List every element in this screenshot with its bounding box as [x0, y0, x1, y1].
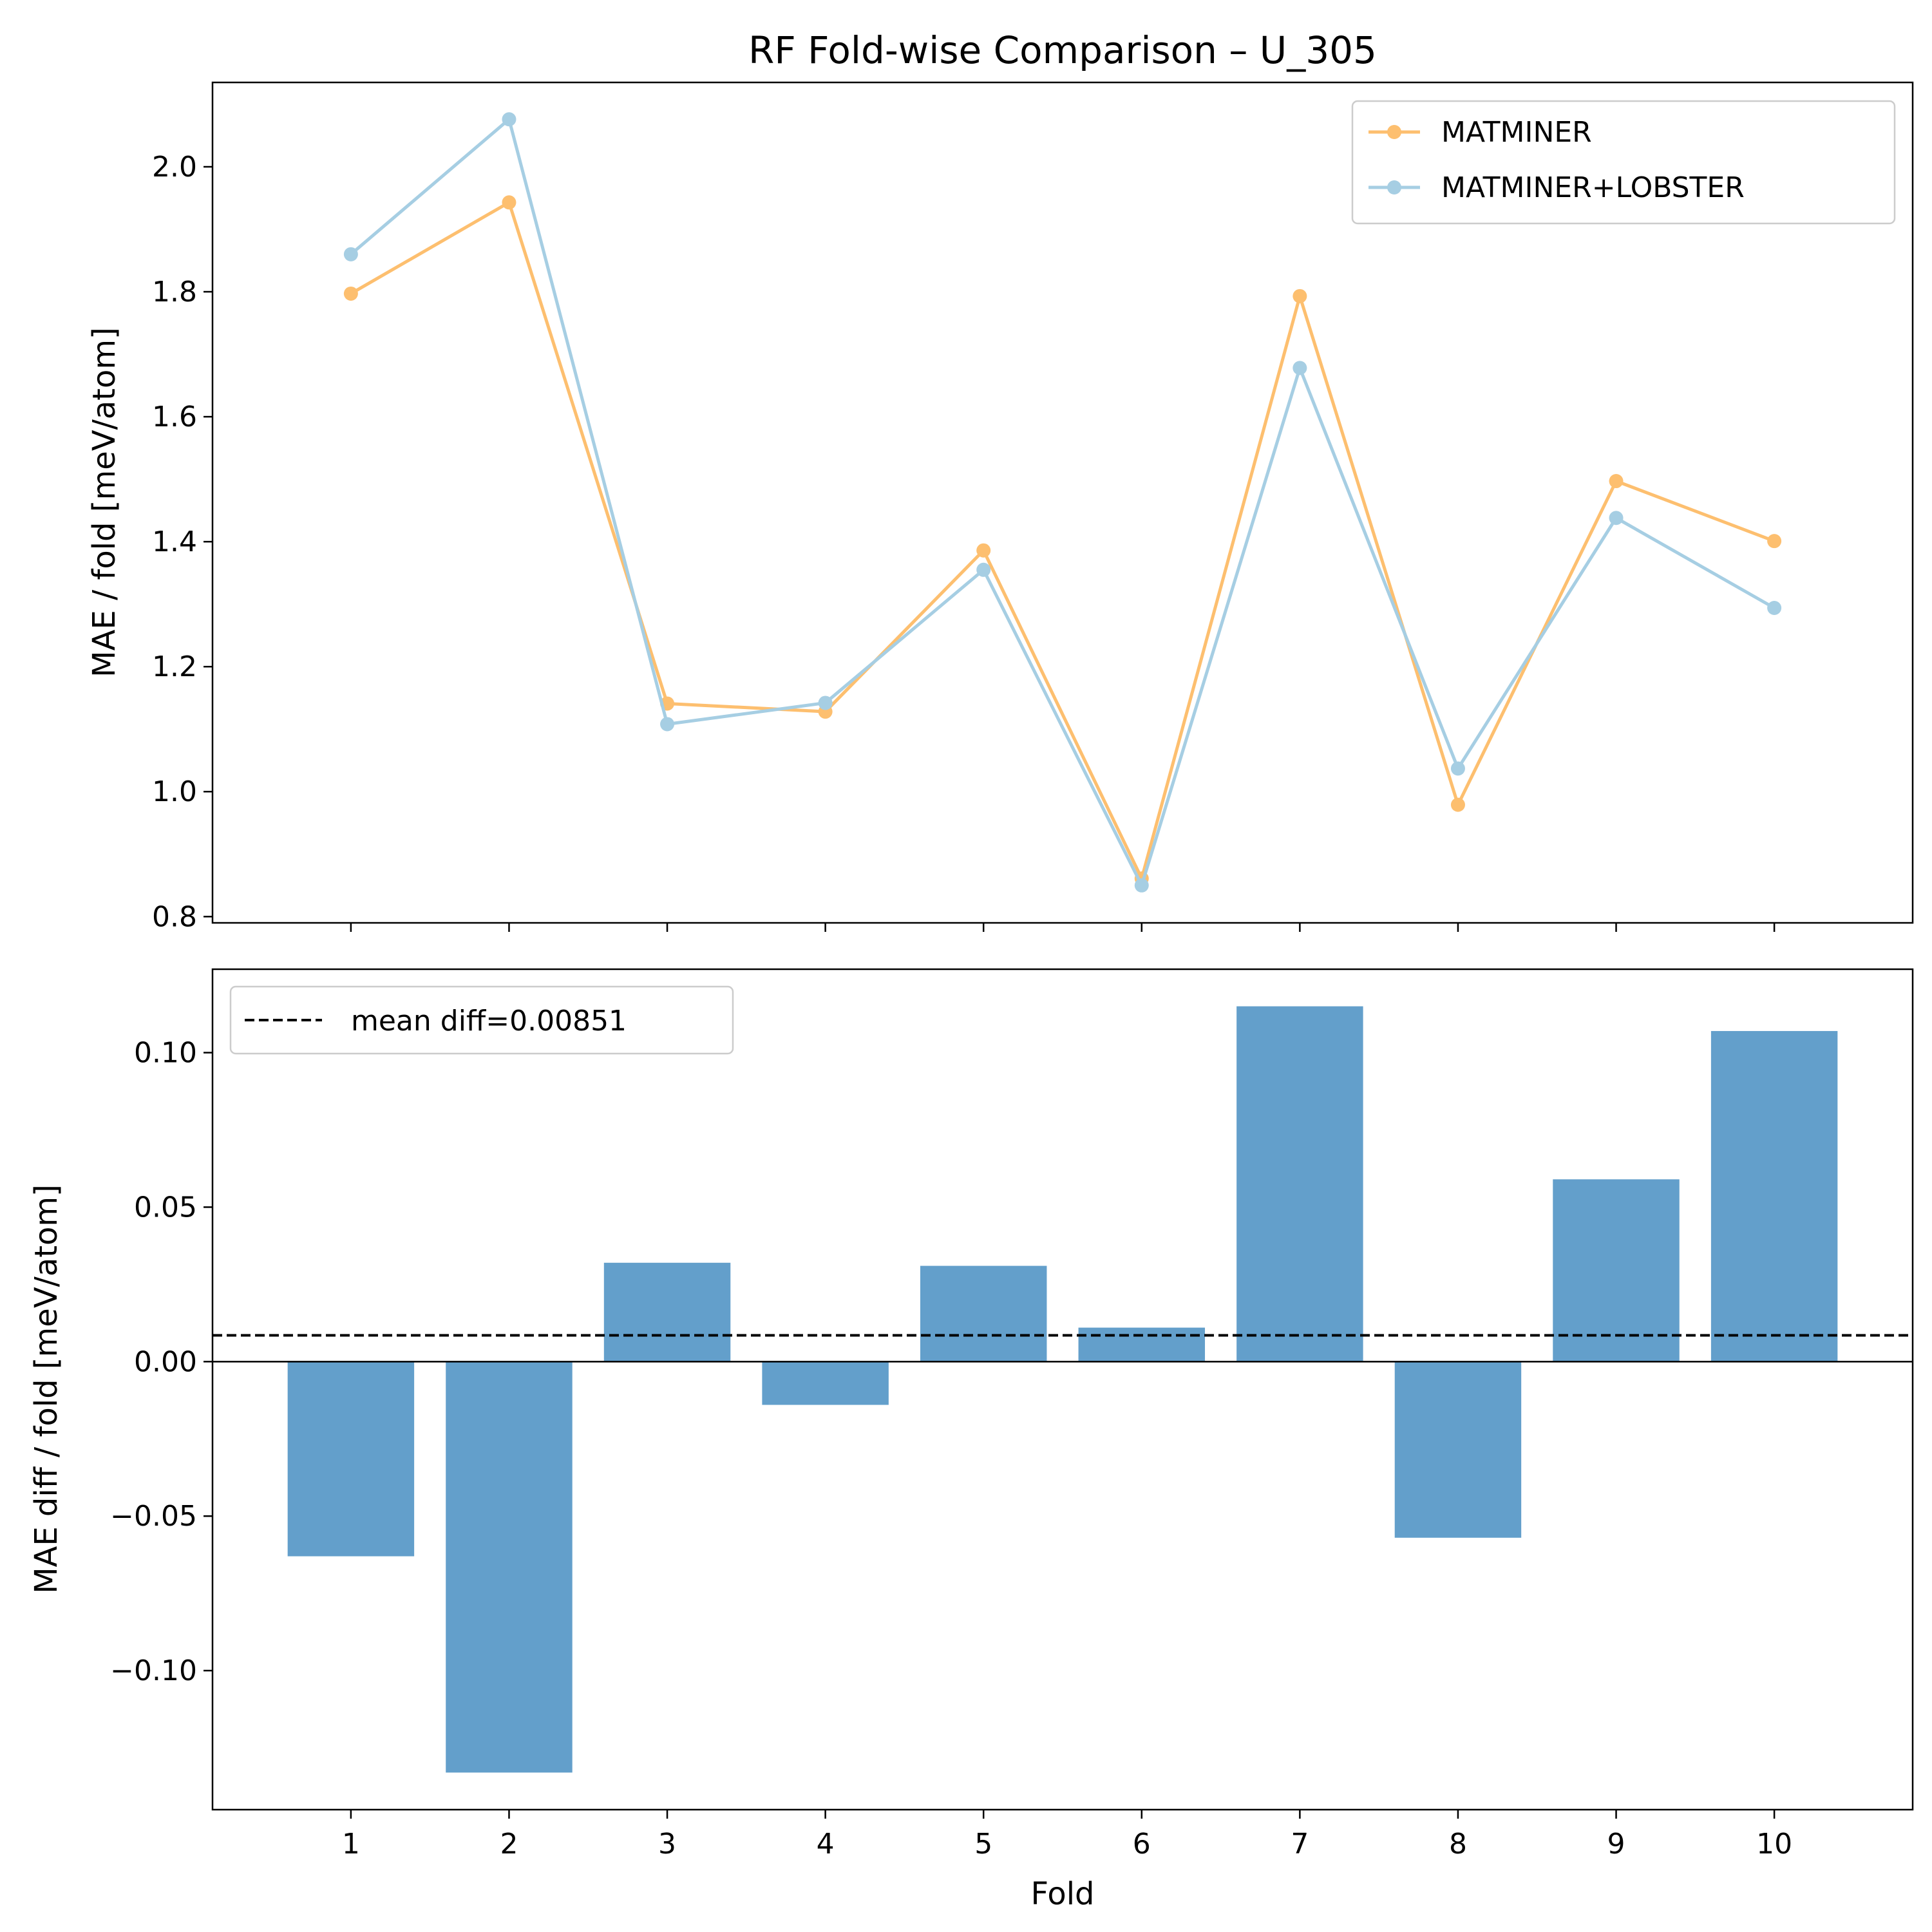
bottom-x-tick-label: 2 — [500, 1828, 518, 1861]
series-1-point-9 — [1609, 511, 1624, 526]
series-0-point-2 — [502, 195, 516, 210]
bottom-legend: mean diff=0.00851 — [229, 985, 734, 1055]
legend-marker-1 — [1387, 180, 1401, 194]
bottom-x-tick-label: 9 — [1607, 1828, 1625, 1861]
top-y-tick-label: 1.6 — [152, 401, 197, 433]
bar-fold-7 — [1236, 1006, 1363, 1362]
bottom-x-tick-label: 6 — [1133, 1828, 1151, 1861]
top-axes-frame — [211, 81, 1914, 924]
top-panel: 0.8 1.0 1.2 1.4 1.6 1.8 2.0 MAE / fold [meV/at… — [86, 81, 1914, 933]
series-1-point-8 — [1450, 761, 1465, 776]
top-y-tick-label: 1.0 — [152, 775, 197, 808]
bar-fold-2 — [446, 1361, 573, 1773]
bottom-y-ticks: −0.10 −0.05 0.00 0.05 0.10 — [110, 1037, 213, 1687]
bar-fold-1 — [287, 1361, 415, 1557]
bottom-y-axis-label: MAE diff / fold [meV/atom] — [28, 1184, 64, 1594]
bottom-x-tick-label: 1 — [342, 1828, 360, 1861]
bar-fold-8 — [1394, 1361, 1522, 1538]
bottom-x-tick-label: 5 — [974, 1828, 992, 1861]
bottom-axes-frame — [211, 968, 1914, 1811]
bottom-x-tick-label: 3 — [658, 1828, 676, 1861]
figure-title: RF Fold-wise Comparison – U_305 — [748, 28, 1377, 72]
series-1-point-6 — [1134, 878, 1149, 893]
bottom-y-tick-label: 0.00 — [134, 1345, 197, 1378]
series-0-point-1 — [343, 286, 358, 301]
series-1-point-3 — [660, 717, 675, 732]
top-y-tick-label: 2.0 — [152, 151, 197, 184]
bottom-x-tick-label: 8 — [1449, 1828, 1467, 1861]
bottom-panel: −0.10 −0.05 0.00 0.05 0.10 1 2 3 4 5 6 7 8 9 10 MAE d… — [28, 968, 1914, 1912]
series-1-point-1 — [343, 247, 358, 261]
series-1-point-10 — [1767, 600, 1782, 615]
series-0-point-7 — [1293, 289, 1307, 303]
top-y-tick-label: 1.8 — [152, 276, 197, 308]
top-y-ticks: 0.8 1.0 1.2 1.4 1.6 1.8 2.0 — [152, 151, 213, 933]
series-1-point-5 — [976, 562, 991, 577]
top-legend-box — [1351, 100, 1896, 225]
bar-fold-10 — [1710, 1030, 1838, 1362]
legend-label-0: MATMINER — [1441, 116, 1592, 149]
bottom-bar-marks — [213, 1006, 1913, 1773]
series-line-1 — [350, 116, 1776, 890]
series-0-point-10 — [1767, 534, 1782, 549]
series-0-point-9 — [1609, 474, 1624, 489]
bar-fold-6 — [1078, 1327, 1206, 1362]
bottom-x-axis-label: Fold — [1030, 1876, 1094, 1912]
bottom-y-tick-label: −0.10 — [110, 1654, 197, 1687]
top-series-marks — [343, 112, 1782, 893]
bottom-y-tick-label: 0.05 — [134, 1191, 197, 1224]
series-line-0 — [350, 200, 1776, 884]
top-legend: MATMINER MATMINER+LOBSTER — [1351, 100, 1896, 225]
bar-fold-9 — [1553, 1179, 1680, 1362]
top-y-axis-label: MAE / fold [meV/atom] — [86, 327, 122, 677]
bottom-x-tick-label: 7 — [1291, 1828, 1309, 1861]
top-x-ticks — [350, 923, 1776, 932]
bottom-x-tick-label: 10 — [1756, 1828, 1792, 1861]
series-1-point-2 — [502, 112, 516, 127]
bottom-legend-box — [229, 985, 734, 1055]
legend-label-mean-diff: mean diff=0.00851 — [351, 1005, 627, 1037]
top-y-tick-label: 1.4 — [152, 526, 197, 558]
top-y-tick-label: 0.8 — [152, 900, 197, 933]
bottom-y-tick-label: −0.05 — [110, 1500, 197, 1533]
series-1-point-7 — [1293, 361, 1307, 375]
bottom-y-tick-label: 0.10 — [134, 1037, 197, 1070]
bottom-x-ticks: 1 2 3 4 5 6 7 8 9 10 — [342, 1810, 1792, 1861]
bottom-x-tick-label: 4 — [817, 1828, 835, 1861]
bar-fold-4 — [762, 1361, 889, 1405]
bar-fold-3 — [603, 1262, 731, 1362]
legend-label-1: MATMINER+LOBSTER — [1441, 171, 1745, 204]
legend-marker-0 — [1387, 125, 1401, 139]
bar-fold-5 — [920, 1265, 1047, 1362]
top-y-tick-label: 1.2 — [152, 650, 197, 683]
series-1-point-4 — [818, 696, 833, 710]
series-0-point-8 — [1450, 797, 1465, 812]
series-0-point-5 — [976, 543, 991, 558]
